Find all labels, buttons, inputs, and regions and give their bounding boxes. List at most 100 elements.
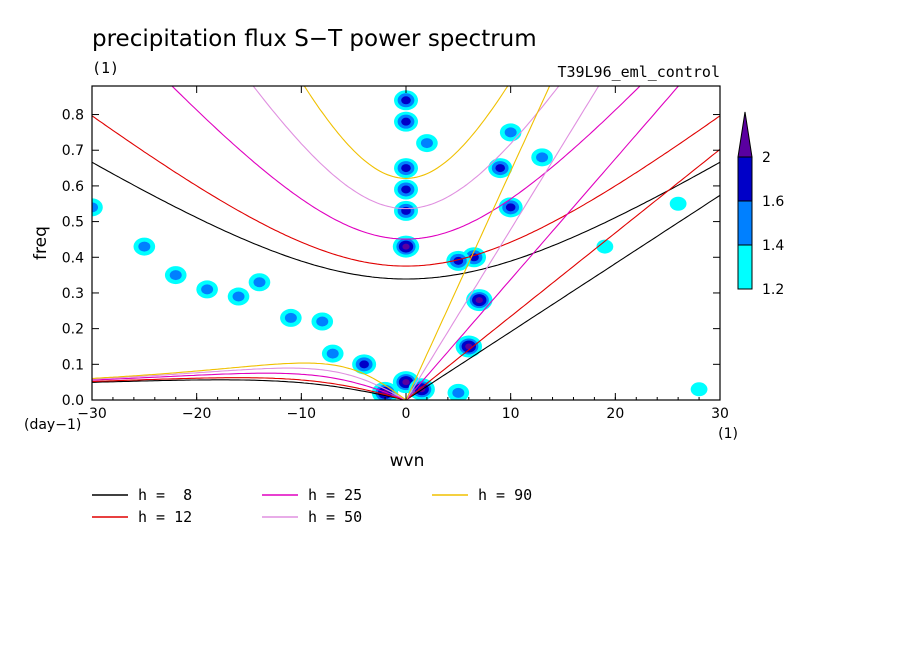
spectral-peak [446,250,471,271]
y-tick-label: 0.5 [62,215,84,231]
x-axis-label: wvn [390,451,425,471]
legend-item-h12: h = 12 [92,508,192,526]
spectral-peak-ring [465,343,473,350]
spectral-peak-ring [326,348,339,359]
spectral-peak-ring [401,185,411,194]
colorbar: 2 1.6 1.4 1.2 [737,111,784,298]
spectral-peak-ring [401,164,411,173]
dispersion-curve-h90 [405,86,551,400]
spectral-peak-ring [169,270,182,281]
colorbar-arrow [737,111,753,158]
spectral-peak [466,289,493,312]
y-unit-label: (day−1) [24,417,81,433]
x-tick-label: −30 [77,406,107,422]
x-tick-label: 10 [502,406,520,422]
y-tick-label: 0.0 [62,393,84,409]
spectral-peak-ring [669,196,687,211]
spectral-peak-ring [504,127,517,138]
spectral-peak [248,273,271,292]
y-tick-label: 0.1 [62,357,84,373]
y-tick-label: 0.7 [62,143,84,159]
dispersion-curve-h90 [303,86,509,179]
spectral-peak-ring [232,291,245,302]
x-tick-label: −20 [182,406,212,422]
colorbar-segment [737,244,753,290]
spectral-peak-ring [401,96,411,105]
legend-label: h = 25 [308,486,362,504]
spectral-peak [669,196,687,211]
dispersion-curve-h12 [92,115,720,267]
spectral-peak-ring [253,277,266,288]
spectral-peak-ring [359,360,369,369]
spectral-peak-ring [596,239,614,254]
dispersion-curve-h25 [92,372,407,400]
x-unit-label: (1) [718,426,738,442]
spectral-peak-ring [402,379,410,386]
spectral-peak [455,335,482,358]
dispersion-curve-h12 [405,148,720,400]
legend-item-h8: h = 8 [92,486,192,504]
x-tick-label: 30 [711,406,729,422]
spectral-peak-ring [284,312,297,323]
dispersion-curve-h8 [92,161,720,280]
dispersion-curve-h8 [405,194,720,400]
colorbar-label: 1.2 [762,282,784,298]
colorbar-label: 1.4 [762,238,784,254]
spectral-peak [531,148,553,167]
spectral-peak [596,239,614,254]
plot-area [92,86,720,400]
spectral-peak [394,111,418,132]
y-tick-label: 0.2 [62,322,84,338]
spectral-peak-ring [402,243,410,250]
chart-title: precipitation flux S−T power spectrum [92,26,537,52]
spectral-peak [196,280,218,299]
spectral-peak [280,308,302,327]
spectral-peak [690,382,708,397]
legend-item-h25: h = 25 [262,486,362,504]
spectral-peak [416,134,438,153]
y-tick-label: 0.3 [62,286,84,302]
x-tick-label: 20 [606,406,624,422]
spectral-peak-ring [690,382,708,397]
spectral-peak [394,158,418,179]
spectral-peak-ring [138,241,151,252]
colorbar-label: 2 [762,150,771,166]
dispersion-curve-h50 [92,367,407,400]
spectral-peak-ring [401,117,411,126]
spectral-peak [352,354,377,375]
legend-item-h90: h = 90 [432,486,532,504]
spectral-peak-ring [420,138,433,149]
y-tick-label: 0.4 [62,250,84,266]
dispersion-curve-h25 [405,86,680,400]
x-tick-label: −10 [287,406,317,422]
legend: h = 8 h = 12 h = 25 h = 50 h = 90 [92,486,532,526]
dispersion-curve-h90 [92,362,407,400]
spectral-peak [498,197,523,218]
spectral-peak-ring [316,316,329,327]
dispersion-curve-h12 [92,377,407,400]
spectral-peak-ring [475,297,483,304]
spectral-peak-ring [505,203,516,212]
colorbar-segment [737,200,753,246]
spectral-peak-ring [92,202,98,213]
spectral-peak [227,287,250,306]
spectral-peak-ring [495,164,506,173]
spectral-peak-ring [201,284,214,295]
spectral-peak [488,158,513,179]
spectral-peak-ring [452,387,465,398]
dispersion-curve-h50 [405,86,600,400]
colorbar-segment [737,156,753,202]
spectral-peak [447,383,470,400]
legend-label: h = 12 [138,508,192,526]
spectral-peak [321,344,344,363]
spectral-peak [394,179,418,200]
legend-label: h = 50 [308,508,362,526]
spectral-peak [133,237,156,256]
legend-item-h50: h = 50 [262,508,362,526]
x-tick-label: 0 [402,406,411,422]
axis-ticks: −30 −20 −10 0 10 20 30 0.0 0.1 0.2 0.3 0.4 0.5 0.6 0.7… [62,86,729,422]
spectral-peak [394,90,418,111]
y-tick-label: 0.6 [62,179,84,195]
legend-label: h = 90 [478,486,532,504]
